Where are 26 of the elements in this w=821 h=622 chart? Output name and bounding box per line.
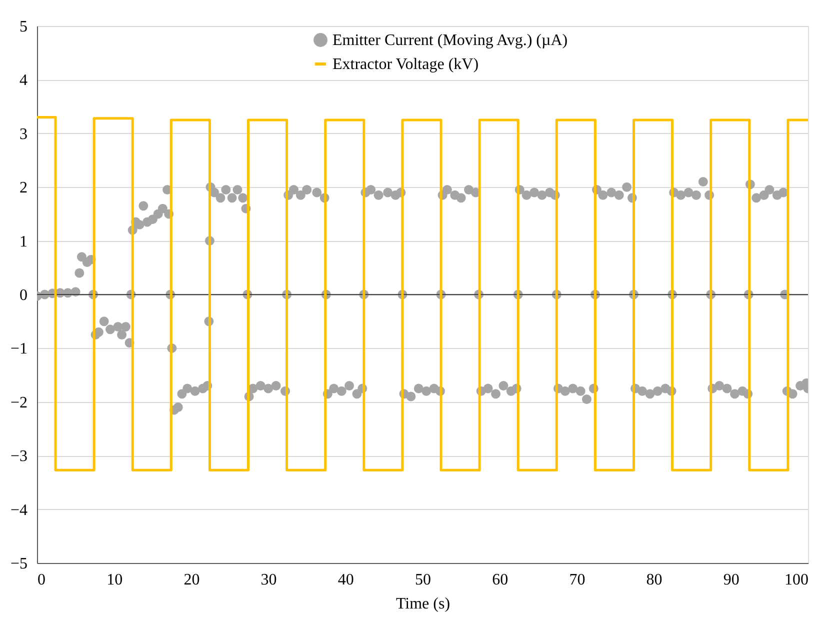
x-tick-label: 10 — [106, 572, 123, 588]
y-tick-label: 1 — [20, 233, 28, 250]
x-tick-label: 0 — [38, 572, 46, 588]
x-tick-label: 40 — [338, 572, 354, 588]
x-tick-label: 50 — [415, 572, 431, 588]
line-series — [37, 116, 808, 472]
y-tick-label: −2 — [10, 394, 28, 412]
x-tick-label: 80 — [646, 572, 662, 588]
x-tick-label: 30 — [260, 572, 277, 588]
legend-label: Emitter Current (Moving Avg.) (µA) — [332, 32, 568, 49]
x-tick-label: 70 — [569, 572, 586, 588]
y-tick-label: 2 — [20, 180, 28, 197]
x-tick-label: 60 — [492, 572, 508, 588]
y-tick-label: −4 — [10, 502, 28, 519]
x-axis-title: Time (s) — [396, 596, 450, 612]
legend-label: Extractor Voltage (kV) — [332, 56, 479, 73]
y-tick-label: 3 — [20, 126, 28, 143]
y-tick-label: −5 — [10, 556, 28, 572]
y-tick-label: 5 — [20, 18, 28, 36]
y-tick-label: −1 — [10, 340, 28, 358]
x-tick-label: 90 — [723, 572, 740, 588]
y-tick-label: −3 — [10, 448, 28, 466]
x-tick-label: 20 — [184, 572, 200, 588]
x-tick-label: 100 — [784, 572, 808, 588]
y-tick-label: 4 — [20, 72, 28, 90]
y-tick-label: 0 — [20, 287, 28, 304]
